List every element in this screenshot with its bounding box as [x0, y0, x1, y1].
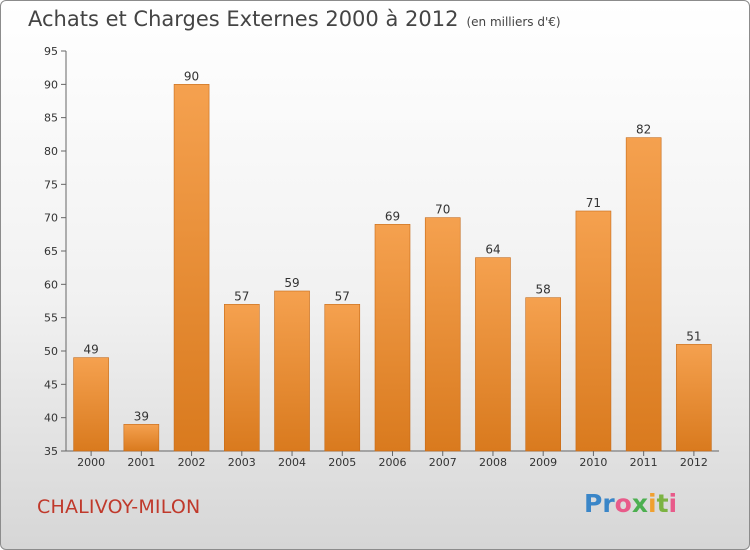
bar [625, 137, 662, 452]
bar [123, 424, 160, 452]
proxiti-logo: Proxiti [584, 489, 677, 518]
x-tick-label: 2008 [479, 456, 507, 469]
y-tick-label: 95 [44, 45, 58, 58]
x-tick-label: 2004 [278, 456, 306, 469]
data-label: 90 [184, 69, 199, 83]
bar [274, 290, 310, 452]
data-label: 57 [234, 289, 249, 303]
data-label: 49 [83, 343, 98, 357]
logo-letter: i [668, 489, 678, 518]
bar [575, 210, 612, 452]
y-tick-label: 70 [44, 212, 58, 225]
x-tick-label: 2002 [178, 456, 206, 469]
bar [73, 357, 109, 452]
data-label: 39 [134, 409, 149, 423]
x-tick-label: 2000 [77, 456, 105, 469]
unit-label: (en milliers d'€) [466, 15, 561, 29]
y-tick-label: 90 [44, 78, 58, 91]
bar [173, 84, 210, 452]
data-label: 59 [284, 276, 299, 290]
y-tick-label: 35 [44, 445, 58, 458]
x-tick-label: 2003 [228, 456, 256, 469]
data-label: 70 [435, 203, 450, 217]
bar [525, 297, 561, 452]
logo-letter: x [631, 489, 648, 518]
logo-letter: t [656, 489, 669, 518]
data-label: 58 [536, 283, 551, 297]
data-label: 69 [385, 209, 400, 223]
y-tick-label: 55 [44, 312, 58, 325]
x-tick-label: 2011 [630, 456, 658, 469]
bar [324, 304, 361, 452]
data-label: 82 [636, 123, 651, 137]
y-tick-label: 65 [44, 245, 58, 258]
bar [676, 344, 712, 452]
chart-title: Achats et Charges Externes 2000 à 2012 (e… [28, 7, 561, 31]
y-tick-label: 75 [44, 178, 58, 191]
x-tick-label: 2006 [379, 456, 407, 469]
y-tick-label: 60 [44, 278, 58, 291]
data-label: 64 [485, 243, 500, 257]
x-tick-label: 2012 [680, 456, 708, 469]
x-tick-label: 2010 [579, 456, 607, 469]
data-label: 71 [586, 196, 601, 210]
y-tick-label: 40 [44, 412, 58, 425]
logo-letter: i [648, 489, 657, 518]
logo-letter: P [584, 489, 603, 518]
x-tick-label: 2009 [529, 456, 557, 469]
y-tick-label: 85 [44, 112, 58, 125]
y-tick-label: 45 [44, 378, 58, 391]
x-tick-label: 2005 [328, 456, 356, 469]
bar [374, 224, 411, 452]
data-label: 57 [335, 289, 350, 303]
bar [424, 217, 461, 452]
x-tick-label: 2001 [127, 456, 155, 469]
bar [475, 257, 511, 452]
bar [224, 304, 260, 452]
title-text: Achats et Charges Externes 2000 à 2012 [28, 7, 459, 31]
x-tick-label: 2007 [429, 456, 457, 469]
y-tick-label: 50 [44, 345, 58, 358]
y-tick-label: 80 [44, 145, 58, 158]
logo-letter: r [602, 489, 615, 518]
logo-letter: o [614, 489, 632, 518]
commune-name: CHALIVOY-MILON [37, 496, 201, 518]
data-label: 51 [686, 329, 701, 343]
